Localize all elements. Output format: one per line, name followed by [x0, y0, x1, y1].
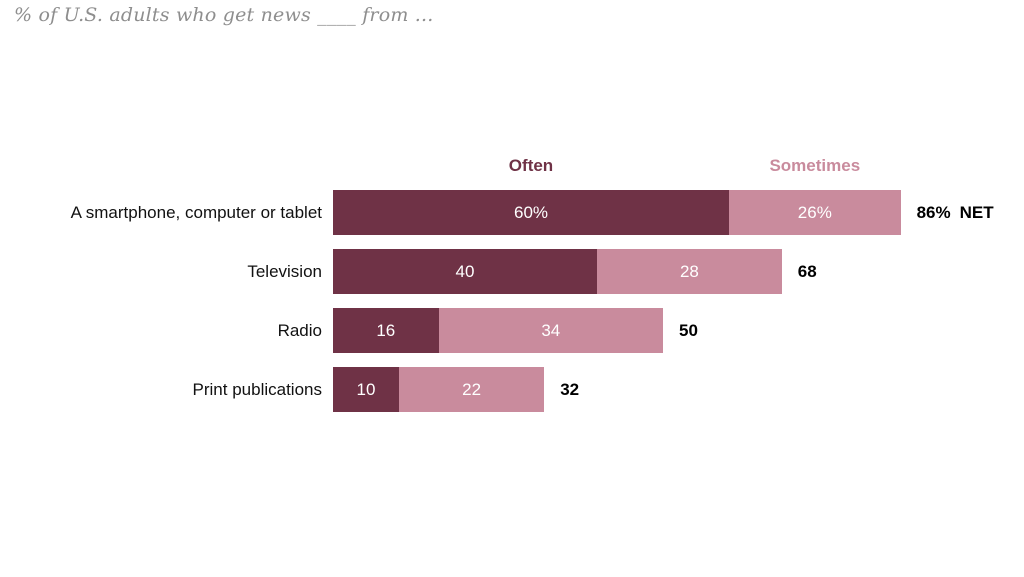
legend-often: Often — [508, 156, 554, 175]
bar-value-sometimes: 28 — [679, 261, 699, 281]
net-label: 86% NET — [916, 202, 994, 222]
net-suffix: NET — [959, 202, 994, 222]
bar-segment-often: 16 — [333, 308, 439, 353]
bar-segment-sometimes: 22 — [399, 367, 545, 412]
category-label: Television — [247, 261, 322, 281]
bar-segment-often: 40 — [333, 249, 597, 294]
bar-value-sometimes: 26% — [797, 202, 832, 222]
net-label: 50 — [678, 320, 698, 340]
bar-value-often: 40 — [455, 261, 475, 281]
bar-value-often: 16 — [376, 320, 396, 340]
bar-segment-sometimes: 34 — [438, 308, 663, 353]
bar-segment-often: 10 — [333, 367, 399, 412]
net-label: 32 — [560, 379, 580, 399]
chart-subtitle: % of U.S. adults who get news ____ from … — [14, 4, 434, 26]
bar-value-sometimes: 34 — [541, 320, 561, 340]
net-label: 68 — [797, 261, 817, 281]
chart-row: Print publications 10 22 32 — [0, 367, 1024, 412]
category-label: A smartphone, computer or tablet — [70, 202, 322, 222]
bar-segment-sometimes: 26% — [729, 190, 901, 235]
chart-rows: A smartphone, computer or tablet 60% 26% 86… — [0, 190, 1024, 426]
bar-segment-often: 60% — [333, 190, 729, 235]
bar-value-often: 10 — [356, 379, 376, 399]
category-label: Radio — [277, 320, 322, 340]
chart-row: Television 40 28 68 — [0, 249, 1024, 294]
bar-value-sometimes: 22 — [462, 379, 482, 399]
legend-sometimes: Sometimes — [769, 156, 861, 175]
chart-row: A smartphone, computer or tablet 60% 26% 86… — [0, 190, 1024, 235]
chart-row: Radio 16 34 50 — [0, 308, 1024, 353]
category-label: Print publications — [192, 379, 322, 399]
bar-segment-sometimes: 28 — [597, 249, 782, 294]
bar-value-often: 60% — [513, 202, 549, 222]
